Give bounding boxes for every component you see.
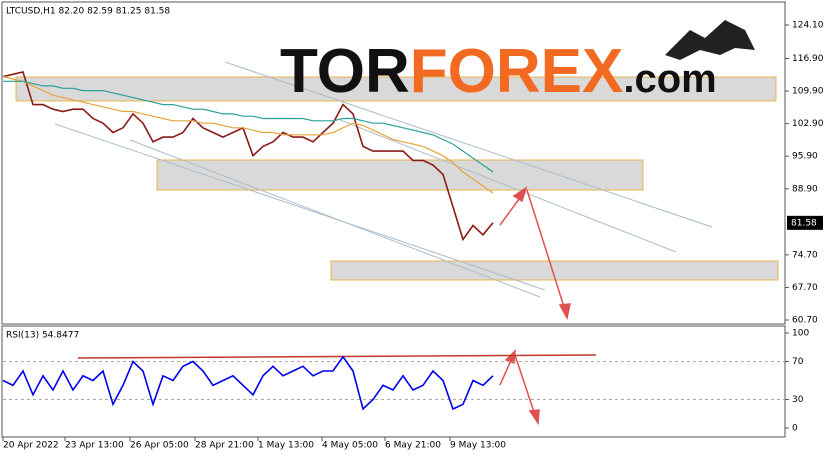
price-title: LTCUSD,H1 82.20 82.59 81.25 81.58 — [6, 7, 170, 17]
y-tick-label: 102.90 — [792, 119, 824, 129]
x-tick-label: 23 Apr 13:00 — [65, 441, 124, 451]
rsi-panel — [1, 325, 786, 438]
rsi-resistance — [77, 354, 597, 359]
x-tick-label: 26 Apr 05:00 — [130, 441, 189, 451]
y-tick-label: 30 — [792, 395, 804, 405]
y-tick-label: 74.70 — [792, 250, 818, 260]
y-tick-label: 116.90 — [792, 54, 824, 64]
y-tick-label: 124.10 — [792, 20, 824, 30]
logo: TORFOREX.com — [280, 20, 755, 106]
y-tick-label: 109.90 — [792, 87, 824, 97]
x-tick-label: 9 May 13:00 — [450, 441, 506, 451]
zone — [330, 260, 779, 281]
y-tick-label: 95.90 — [792, 152, 818, 162]
x-tick-label: 4 May 05:00 — [322, 441, 378, 451]
y-tick-label: 88.90 — [792, 184, 818, 194]
arrows — [499, 186, 571, 426]
series-line — [2, 355, 494, 411]
series-line — [3, 80, 494, 173]
logo-part: FOREX — [410, 37, 624, 106]
logo-part: .com — [623, 57, 716, 101]
zone — [15, 76, 777, 102]
y-tick-label: 100 — [792, 329, 809, 339]
y-tick-label: 60.70 — [792, 315, 818, 325]
x-tick-label: 20 Apr 2022 — [3, 441, 59, 451]
y-tick-label: 70 — [792, 357, 804, 367]
last-price-label: 81.58 — [791, 218, 817, 228]
series-line — [2, 76, 494, 194]
logo-text: TORFOREX.com — [280, 37, 717, 106]
x-tick-label: 28 Apr 21:00 — [195, 441, 254, 451]
x-tick-label: 1 May 13:00 — [258, 441, 314, 451]
trend-lines — [54, 61, 713, 298]
rsi-title: RSI(13) 54.8477 — [6, 331, 79, 341]
series-line — [2, 71, 494, 242]
last-price-box — [787, 215, 823, 230]
zone — [156, 159, 644, 191]
y-tick-label: 0 — [792, 424, 798, 434]
y-tick-label: 67.70 — [792, 283, 818, 293]
logo-part: TOR — [280, 37, 410, 106]
x-tick-label: 6 May 21:00 — [385, 441, 441, 451]
logo-bull — [665, 20, 755, 60]
